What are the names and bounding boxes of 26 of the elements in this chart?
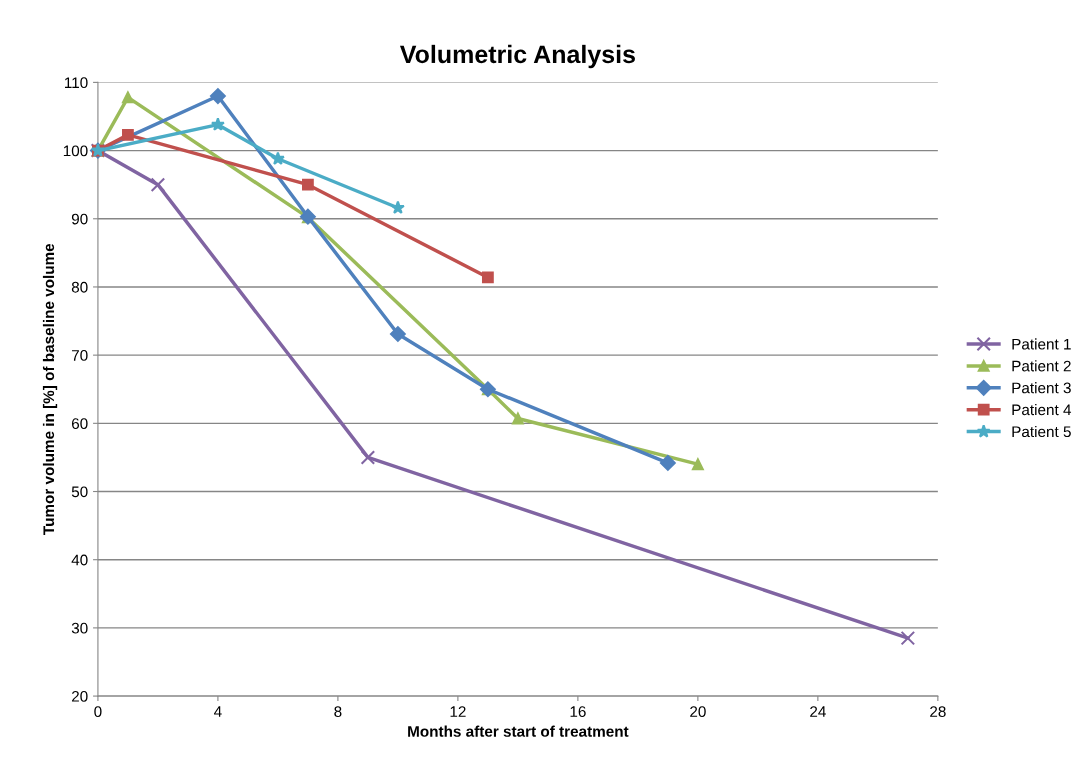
legend-label: Patient 1 bbox=[1012, 338, 1071, 350]
y-tick-label: 100 bbox=[63, 145, 88, 157]
legend-label: Patient 5 bbox=[1012, 425, 1071, 438]
x-tick-label: 12 bbox=[450, 706, 466, 717]
x-tick-label: 16 bbox=[570, 706, 586, 718]
y-tick-label: 90 bbox=[71, 213, 88, 225]
x-tick-label: 0 bbox=[94, 706, 102, 718]
y-tick-label: 20 bbox=[71, 690, 88, 702]
y-tick-label: 40 bbox=[71, 554, 88, 566]
y-tick-label: 50 bbox=[71, 486, 88, 498]
x-tick-label: 20 bbox=[690, 706, 706, 718]
x-tick-label: 8 bbox=[334, 706, 342, 718]
legend-label: Patient 4 bbox=[1012, 403, 1072, 416]
x-axis-title: Months after start of treatment bbox=[408, 725, 629, 737]
y-tick-label: 110 bbox=[65, 77, 88, 89]
y-tick-label: 30 bbox=[71, 622, 88, 634]
chart-title: Volumetric Analysis bbox=[399, 44, 635, 69]
y-tick-label: 70 bbox=[71, 350, 88, 361]
y-axis-title: Tumor volume in [%] of baseline volume bbox=[42, 243, 58, 535]
y-tick-label: 60 bbox=[71, 418, 88, 430]
x-tick-label: 4 bbox=[214, 706, 222, 717]
x-tick-label: 28 bbox=[930, 706, 946, 718]
y-tick-label: 80 bbox=[71, 281, 88, 293]
legend-label: Patient 2 bbox=[1012, 360, 1071, 372]
x-tick-label: 24 bbox=[810, 706, 826, 717]
legend-label: Patient 3 bbox=[1012, 382, 1071, 394]
